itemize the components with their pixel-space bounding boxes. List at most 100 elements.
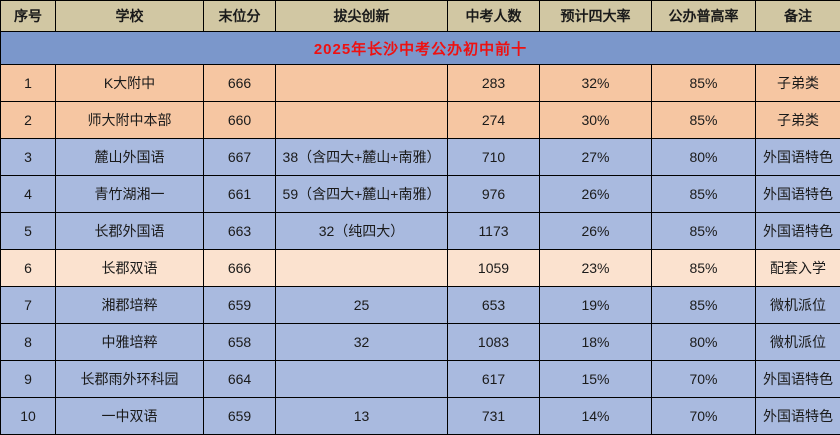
cell-note: 子弟类 <box>756 102 840 139</box>
cell-public-rate: 85% <box>652 287 756 324</box>
cell-candidates: 976 <box>448 176 540 213</box>
table-row: 6 长郡双语 666 1059 23% 85% 配套入学 <box>1 250 840 287</box>
cell-four-rate: 14% <box>540 398 652 435</box>
cell-note: 外国语特色 <box>756 176 840 213</box>
cell-no: 9 <box>1 361 56 398</box>
cell-public-rate: 85% <box>652 250 756 287</box>
column-header-innovation: 拔尖创新 <box>276 1 448 32</box>
cell-score: 664 <box>204 361 276 398</box>
cell-four-rate: 27% <box>540 139 652 176</box>
cell-candidates: 710 <box>448 139 540 176</box>
cell-public-rate: 80% <box>652 139 756 176</box>
cell-score: 658 <box>204 324 276 361</box>
header-row: 序号 学校 末位分 拔尖创新 中考人数 预计四大率 公办普高率 备注 <box>1 1 840 32</box>
cell-no: 2 <box>1 102 56 139</box>
cell-candidates: 1083 <box>448 324 540 361</box>
cell-school: 麓山外国语 <box>56 139 204 176</box>
cell-no: 5 <box>1 213 56 250</box>
table-row: 8 中雅培粹 658 32 1083 18% 80% 微机派位 <box>1 324 840 361</box>
cell-innovation: 59（含四大+麓山+南雅） <box>276 176 448 213</box>
cell-innovation: 32（纯四大） <box>276 213 448 250</box>
cell-school: K大附中 <box>56 65 204 102</box>
cell-note: 微机派位 <box>756 324 840 361</box>
cell-note: 外国语特色 <box>756 398 840 435</box>
page-title: 2025年长沙中考公办初中前十 <box>1 32 840 65</box>
cell-score: 659 <box>204 287 276 324</box>
cell-candidates: 283 <box>448 65 540 102</box>
cell-public-rate: 85% <box>652 176 756 213</box>
cell-score: 661 <box>204 176 276 213</box>
column-header-four-rate: 预计四大率 <box>540 1 652 32</box>
column-header-candidates: 中考人数 <box>448 1 540 32</box>
cell-candidates: 1173 <box>448 213 540 250</box>
cell-school: 长郡双语 <box>56 250 204 287</box>
table-body: 1 K大附中 666 283 32% 85% 子弟类 2 师大附中本部 660 … <box>1 65 840 435</box>
cell-score: 667 <box>204 139 276 176</box>
cell-note: 外国语特色 <box>756 361 840 398</box>
cell-school: 长郡外国语 <box>56 213 204 250</box>
table-row: 2 师大附中本部 660 274 30% 85% 子弟类 <box>1 102 840 139</box>
column-header-school: 学校 <box>56 1 204 32</box>
cell-score: 666 <box>204 250 276 287</box>
cell-candidates: 617 <box>448 361 540 398</box>
cell-four-rate: 26% <box>540 176 652 213</box>
cell-score: 659 <box>204 398 276 435</box>
cell-four-rate: 15% <box>540 361 652 398</box>
cell-note: 外国语特色 <box>756 139 840 176</box>
cell-candidates: 274 <box>448 102 540 139</box>
cell-candidates: 1059 <box>448 250 540 287</box>
cell-innovation <box>276 250 448 287</box>
title-row: 2025年长沙中考公办初中前十 <box>1 32 840 65</box>
table-row: 4 青竹湖湘一 661 59（含四大+麓山+南雅） 976 26% 85% 外国… <box>1 176 840 213</box>
cell-note: 子弟类 <box>756 65 840 102</box>
cell-no: 3 <box>1 139 56 176</box>
cell-four-rate: 23% <box>540 250 652 287</box>
cell-score: 666 <box>204 65 276 102</box>
table-row: 3 麓山外国语 667 38（含四大+麓山+南雅） 710 27% 80% 外国… <box>1 139 840 176</box>
cell-innovation <box>276 65 448 102</box>
cell-no: 4 <box>1 176 56 213</box>
cell-no: 6 <box>1 250 56 287</box>
cell-note: 配套入学 <box>756 250 840 287</box>
cell-score: 663 <box>204 213 276 250</box>
cell-public-rate: 85% <box>652 65 756 102</box>
table-row: 5 长郡外国语 663 32（纯四大） 1173 26% 85% 外国语特色 <box>1 213 840 250</box>
cell-candidates: 653 <box>448 287 540 324</box>
cell-note: 微机派位 <box>756 287 840 324</box>
cell-innovation <box>276 361 448 398</box>
cell-school: 师大附中本部 <box>56 102 204 139</box>
table-row: 9 长郡雨外环科园 664 617 15% 70% 外国语特色 <box>1 361 840 398</box>
cell-public-rate: 70% <box>652 361 756 398</box>
column-header-score: 末位分 <box>204 1 276 32</box>
column-header-note: 备注 <box>756 1 840 32</box>
cell-four-rate: 18% <box>540 324 652 361</box>
cell-four-rate: 32% <box>540 65 652 102</box>
cell-four-rate: 30% <box>540 102 652 139</box>
cell-no: 1 <box>1 65 56 102</box>
cell-school: 湘郡培粹 <box>56 287 204 324</box>
column-header-public-rate: 公办普高率 <box>652 1 756 32</box>
cell-public-rate: 70% <box>652 398 756 435</box>
cell-innovation: 25 <box>276 287 448 324</box>
cell-innovation: 38（含四大+麓山+南雅） <box>276 139 448 176</box>
cell-no: 8 <box>1 324 56 361</box>
cell-four-rate: 19% <box>540 287 652 324</box>
table-header: 序号 学校 末位分 拔尖创新 中考人数 预计四大率 公办普高率 备注 <box>1 1 840 32</box>
cell-public-rate: 85% <box>652 102 756 139</box>
cell-score: 660 <box>204 102 276 139</box>
cell-four-rate: 26% <box>540 213 652 250</box>
cell-innovation: 13 <box>276 398 448 435</box>
cell-public-rate: 80% <box>652 324 756 361</box>
cell-school: 一中双语 <box>56 398 204 435</box>
cell-note: 外国语特色 <box>756 213 840 250</box>
cell-no: 10 <box>1 398 56 435</box>
table-row: 1 K大附中 666 283 32% 85% 子弟类 <box>1 65 840 102</box>
cell-candidates: 731 <box>448 398 540 435</box>
cell-school: 中雅培粹 <box>56 324 204 361</box>
column-header-no: 序号 <box>1 1 56 32</box>
table-row: 7 湘郡培粹 659 25 653 19% 85% 微机派位 <box>1 287 840 324</box>
cell-innovation: 32 <box>276 324 448 361</box>
table-row: 10 一中双语 659 13 731 14% 70% 外国语特色 <box>1 398 840 435</box>
